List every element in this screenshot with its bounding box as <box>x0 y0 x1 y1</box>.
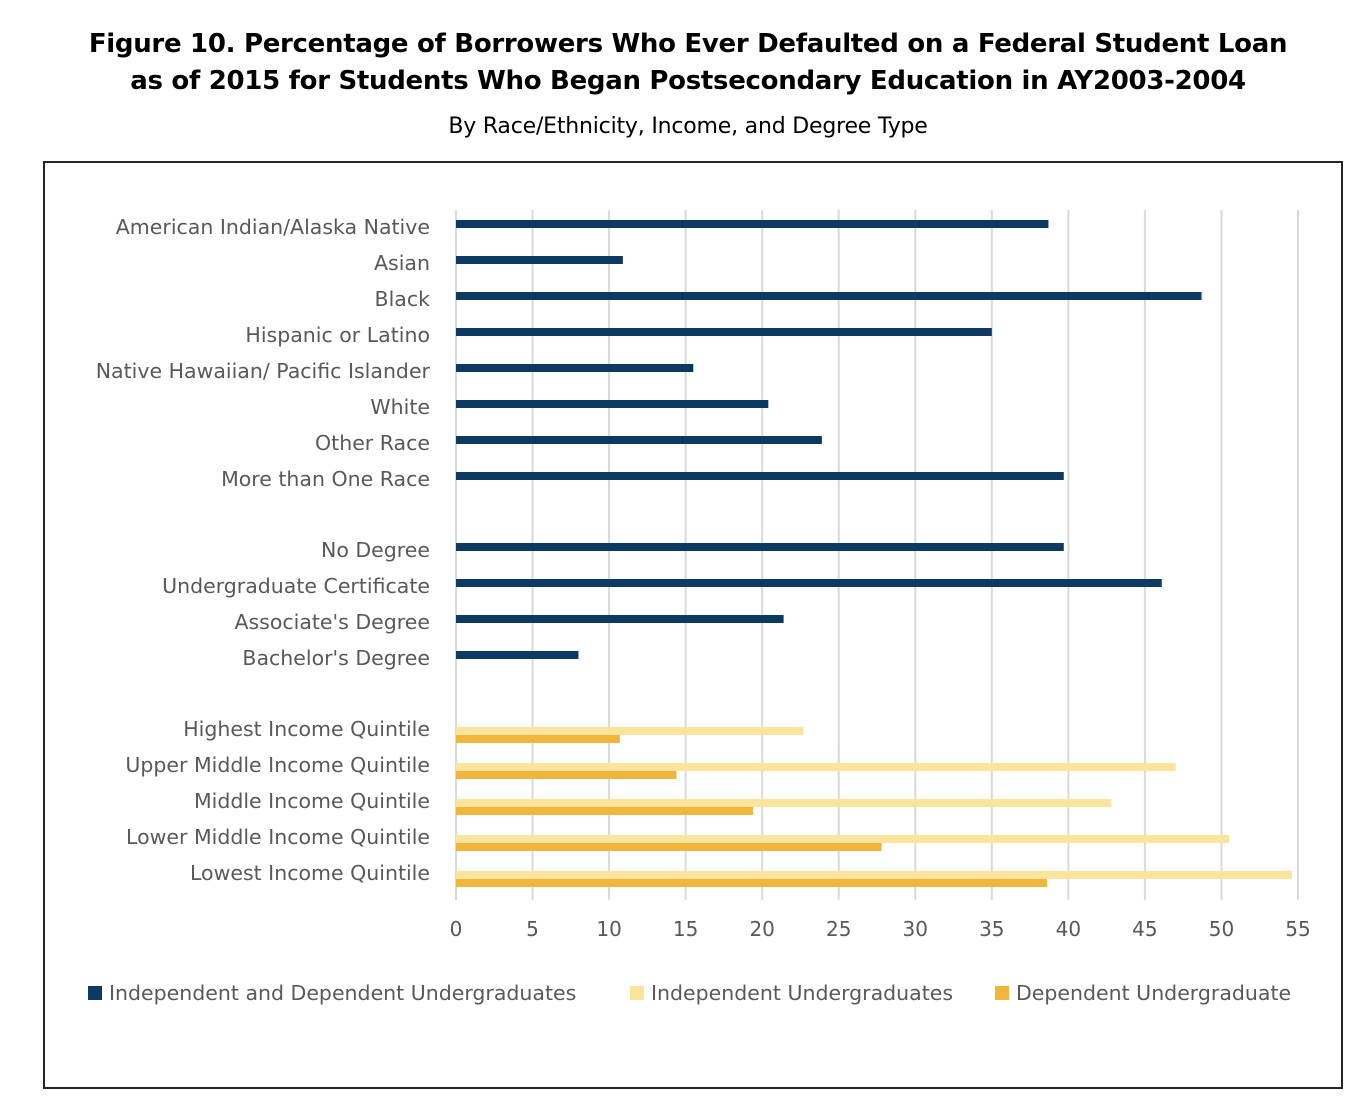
bar-dependent <box>456 771 677 779</box>
x-tick-label: 25 <box>826 917 851 941</box>
category-label: Upper Middle Income Quintile <box>125 753 430 777</box>
category-label: Lowest Income Quintile <box>190 861 430 885</box>
category-label: Other Race <box>315 431 430 455</box>
chart-title-line-1: Figure 10. Percentage of Borrowers Who E… <box>88 29 1288 59</box>
bar-independent-and-dependent <box>456 579 1162 587</box>
category-label: White <box>370 395 430 419</box>
bar-independent <box>456 727 804 735</box>
bar-independent-and-dependent <box>456 472 1064 480</box>
bar-independent <box>456 871 1292 879</box>
bar-independent-and-dependent <box>456 220 1049 228</box>
bar-independent-and-dependent <box>456 328 992 336</box>
bar-independent-and-dependent <box>456 651 579 659</box>
bar-independent-and-dependent <box>456 543 1064 551</box>
chart-title: Figure 10. Percentage of Borrowers Who E… <box>0 26 1360 100</box>
bar-independent-and-dependent <box>456 615 784 623</box>
category-label: Lower Middle Income Quintile <box>126 825 430 849</box>
legend-swatch <box>88 986 102 1000</box>
bar-independent-and-dependent <box>456 400 769 408</box>
bar-independent-and-dependent <box>456 364 694 372</box>
legend-label: Independent Undergraduates <box>651 981 953 1005</box>
legend-swatch <box>995 986 1009 1000</box>
legend-label: Dependent Undergraduate <box>1016 981 1291 1005</box>
category-label: Undergraduate Certificate <box>162 574 430 598</box>
x-tick-label: 0 <box>450 917 463 941</box>
category-label: Associate's Degree <box>234 610 430 634</box>
category-label: Asian <box>374 251 430 275</box>
bar-independent <box>456 799 1112 807</box>
bar-dependent <box>456 843 882 851</box>
category-label: Black <box>375 287 431 311</box>
x-tick-label: 15 <box>673 917 698 941</box>
category-label: Bachelor's Degree <box>242 646 430 670</box>
bar-independent-and-dependent <box>456 436 822 444</box>
chart-title-line-2: as of 2015 for Students Who Began Postse… <box>130 66 1246 96</box>
legend-swatch <box>630 986 644 1000</box>
chart-subtitle: By Race/Ethnicity, Income, and Degree Ty… <box>448 114 928 139</box>
x-tick-label: 45 <box>1132 917 1157 941</box>
bar-independent <box>456 835 1230 843</box>
bar-independent <box>456 763 1176 771</box>
x-tick-label: 55 <box>1285 917 1310 941</box>
category-label: Native Hawaiian/ Pacific Islander <box>96 359 431 383</box>
category-label: No Degree <box>321 538 430 562</box>
x-tick-label: 5 <box>526 917 539 941</box>
bar-dependent <box>456 735 620 743</box>
category-label: More than One Race <box>221 467 430 491</box>
bar-independent-and-dependent <box>456 292 1202 300</box>
category-label: American Indian/Alaska Native <box>116 215 430 239</box>
x-tick-label: 40 <box>1056 917 1081 941</box>
chart-frame <box>43 161 1343 1089</box>
x-tick-label: 10 <box>596 917 621 941</box>
category-label: Hispanic or Latino <box>245 323 430 347</box>
bar-independent-and-dependent <box>456 256 623 264</box>
legend-label: Independent and Dependent Undergraduates <box>109 981 576 1005</box>
category-label: Highest Income Quintile <box>183 717 430 741</box>
x-tick-label: 30 <box>903 917 928 941</box>
category-label: Middle Income Quintile <box>194 789 430 813</box>
bar-dependent <box>456 879 1047 887</box>
x-tick-label: 50 <box>1209 917 1234 941</box>
x-tick-label: 35 <box>979 917 1004 941</box>
x-tick-label: 20 <box>749 917 774 941</box>
bar-dependent <box>456 807 753 815</box>
